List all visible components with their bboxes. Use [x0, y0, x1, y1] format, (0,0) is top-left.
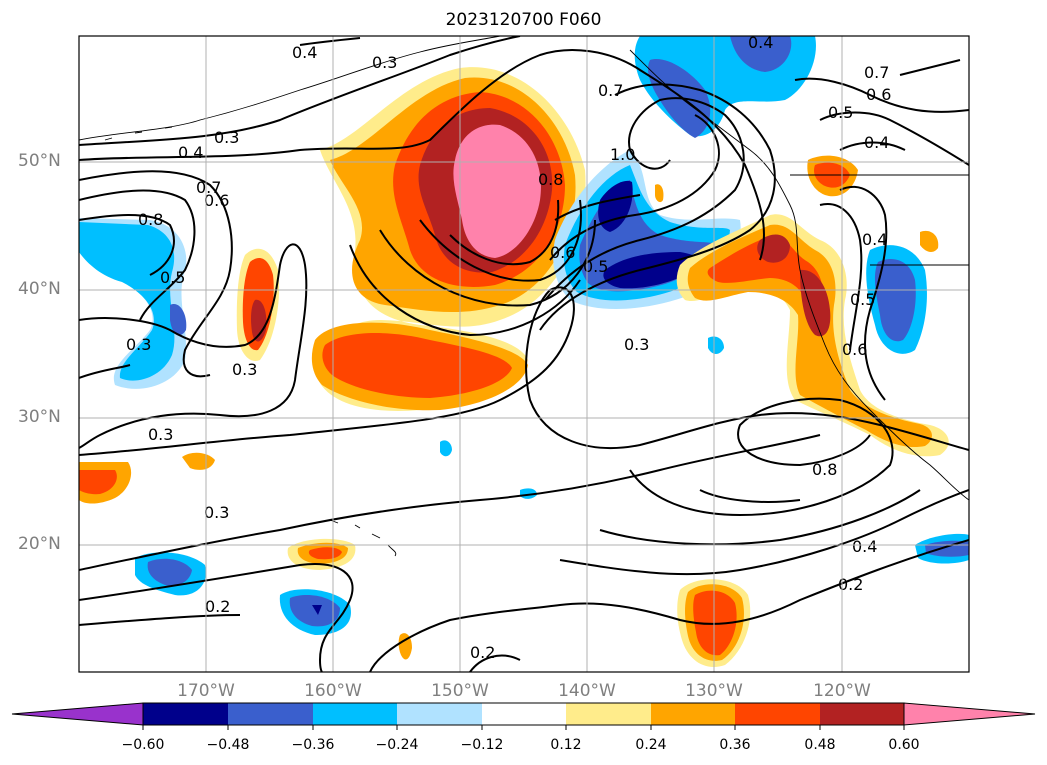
contour-label: 0.2 — [470, 643, 495, 662]
contour-label-group: 0.4 0.3 0.4 0.7 0.6 0.5 0.4 0.3 0.4 0.8 … — [126, 33, 891, 662]
contour-label: 0.3 — [214, 128, 239, 147]
contour-label: 0.4 — [852, 537, 877, 556]
contour-label: 0.2 — [838, 575, 863, 594]
contour-label: 0.4 — [864, 133, 889, 152]
contour-label: 0.6 — [550, 243, 575, 262]
contour-label: 0.6 — [204, 191, 229, 210]
colorbar-swatch — [228, 703, 313, 725]
colorbar-tick-label: 0.12 — [550, 737, 582, 753]
contour-label: 0.5 — [828, 103, 853, 122]
contour-label: 0.7 — [196, 178, 221, 197]
contour-label: 0.3 — [232, 360, 257, 379]
contour-label: 1.0 — [610, 145, 635, 164]
contour-label: 0.4 — [748, 33, 773, 52]
lon-label: 150°W — [431, 681, 489, 701]
colorbar-tick-label: 0.36 — [719, 737, 751, 753]
colorbar-tick-label: −0.60 — [121, 737, 165, 753]
contour-label: 0.5 — [583, 257, 608, 276]
lat-label: 30°N — [18, 407, 61, 427]
colorbar-tick-label: 0.24 — [635, 737, 667, 753]
contour-label: 0.7 — [598, 81, 623, 100]
contour-label: 0.8 — [812, 460, 837, 479]
map-title: 2023120700 F060 — [445, 10, 602, 30]
contour-label: 0.2 — [205, 597, 230, 616]
contour-label: 0.6 — [866, 85, 891, 104]
lon-label: 120°W — [813, 681, 871, 701]
lon-label: 140°W — [558, 681, 616, 701]
colorbar-swatch — [566, 703, 651, 725]
contour-label: 0.3 — [624, 335, 649, 354]
contour-label: 0.5 — [160, 268, 185, 287]
contour-label: 0.7 — [864, 63, 889, 82]
colorbar-extend-high — [903, 702, 1036, 726]
contour-lines — [79, 36, 969, 672]
colorbar-swatch — [482, 703, 566, 725]
contour-label: 0.5 — [850, 290, 875, 309]
contour-label: 0.3 — [148, 425, 173, 444]
contour-label: 0.4 — [178, 143, 203, 162]
colorbar-tick-label: −0.36 — [291, 737, 335, 753]
graticule — [79, 36, 969, 672]
colorbar-swatch — [735, 703, 820, 725]
colorbar-swatch — [397, 703, 482, 725]
colorbar-tick-label: −0.48 — [206, 737, 250, 753]
lon-label: 130°W — [685, 681, 743, 701]
colorbar-swatch — [313, 703, 397, 725]
contour-label: 0.3 — [126, 335, 151, 354]
colorbar-tick-label: 0.48 — [804, 737, 836, 753]
lat-label: 40°N — [18, 279, 61, 299]
map-frame — [78, 35, 970, 673]
colorbar-swatch — [143, 703, 228, 725]
lon-label: 160°W — [304, 681, 362, 701]
lon-label: 170°W — [177, 681, 235, 701]
contour-label: 0.3 — [204, 503, 229, 522]
contour-label: 0.8 — [538, 170, 563, 189]
lat-label: 50°N — [18, 151, 61, 171]
colorbar-tick-label: −0.24 — [375, 737, 419, 753]
contour-label: 0.6 — [842, 340, 867, 359]
contour-label: 0.8 — [138, 210, 163, 229]
contour-label: 0.4 — [862, 230, 887, 249]
colorbar-tick-label: 0.60 — [888, 737, 920, 753]
colorbar-swatch — [820, 703, 904, 725]
lat-label: 20°N — [18, 534, 61, 554]
contour-label: 0.4 — [292, 43, 317, 62]
colorbar-swatch — [651, 703, 735, 725]
colorbar — [11, 702, 1036, 730]
colorbar-extend-low — [11, 702, 144, 726]
colorbar-tick-label: −0.12 — [460, 737, 504, 753]
contour-label: 0.3 — [372, 53, 397, 72]
